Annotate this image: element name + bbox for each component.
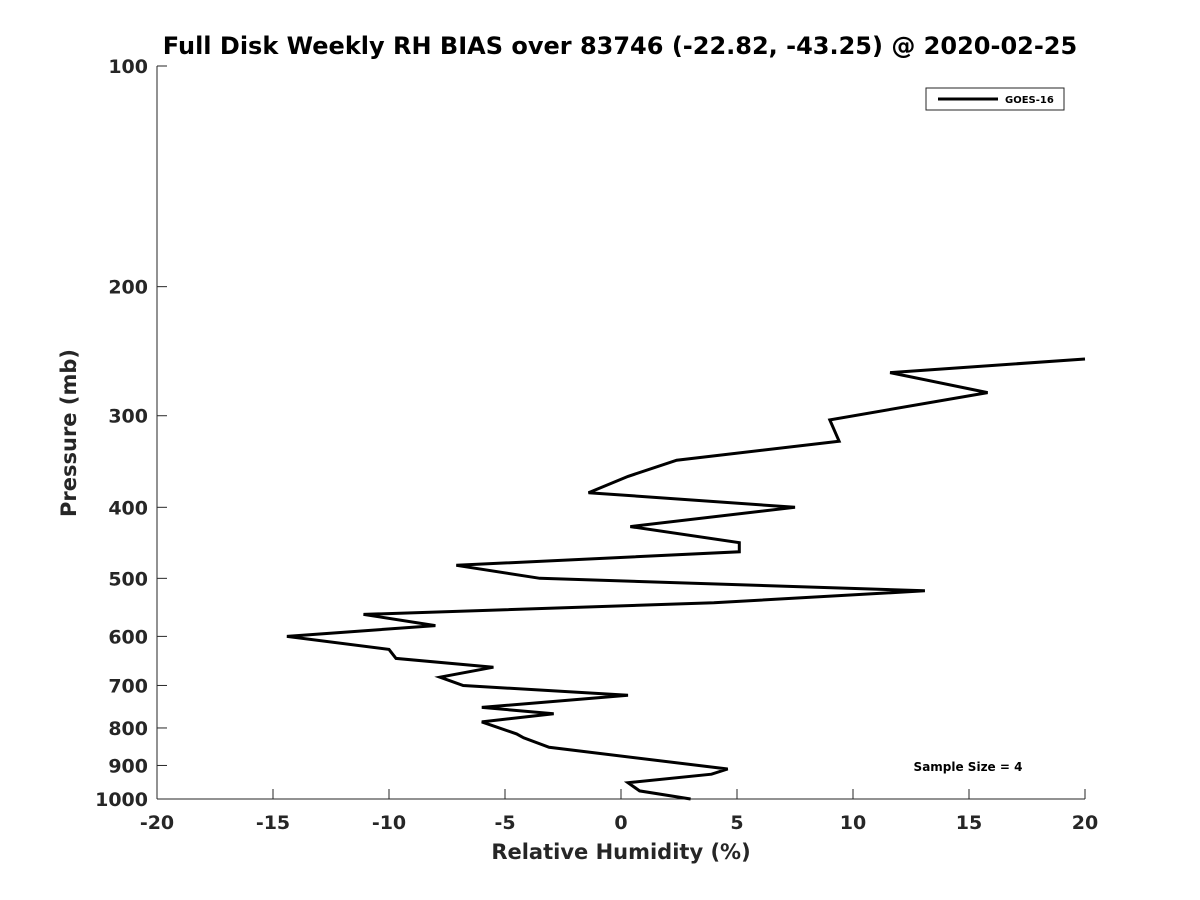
x-tick-label: -5	[494, 812, 515, 834]
x-tick-label: 15	[956, 812, 982, 834]
series-line-1	[286, 357, 1086, 801]
x-tick-label: 5	[730, 812, 743, 834]
chart-title: Full Disk Weekly RH BIAS over 83746 (-22…	[163, 32, 1077, 60]
y-tick-label: 100	[108, 56, 148, 78]
x-tick-label: 0	[614, 812, 627, 834]
x-tick-label: 10	[840, 812, 866, 834]
x-tick-label: -10	[372, 812, 406, 834]
y-tick-label: 900	[108, 755, 148, 777]
legend-label: GOES-16	[1005, 95, 1054, 106]
y-axis-label: Pressure (mb)	[57, 349, 81, 517]
y-tick-label: 700	[108, 675, 148, 697]
x-tick-label: -15	[256, 812, 290, 834]
sample-size-annotation: Sample Size = 4	[914, 760, 1023, 774]
plot-area	[156, 66, 1085, 800]
y-tick-label: 200	[108, 277, 148, 299]
y-tick-label: 1000	[95, 789, 148, 811]
y-tick-label: 500	[108, 568, 148, 590]
x-tick-label: -20	[140, 812, 174, 834]
x-tick-label: 20	[1072, 812, 1098, 834]
x-axis-label: Relative Humidity (%)	[491, 840, 750, 864]
y-tick-label: 800	[108, 718, 148, 740]
y-tick-label: 600	[108, 626, 148, 648]
x-ticks: -20 -15 -10 -5 0 5 10 15 20	[140, 789, 1098, 834]
legend: GOES-16	[925, 87, 1065, 111]
series-layer	[286, 357, 1086, 801]
y-ticks: 100 200 300 400 500 600 700 800 900 1000	[95, 56, 167, 811]
y-tick-label: 400	[108, 497, 148, 519]
y-tick-label: 300	[108, 406, 148, 428]
